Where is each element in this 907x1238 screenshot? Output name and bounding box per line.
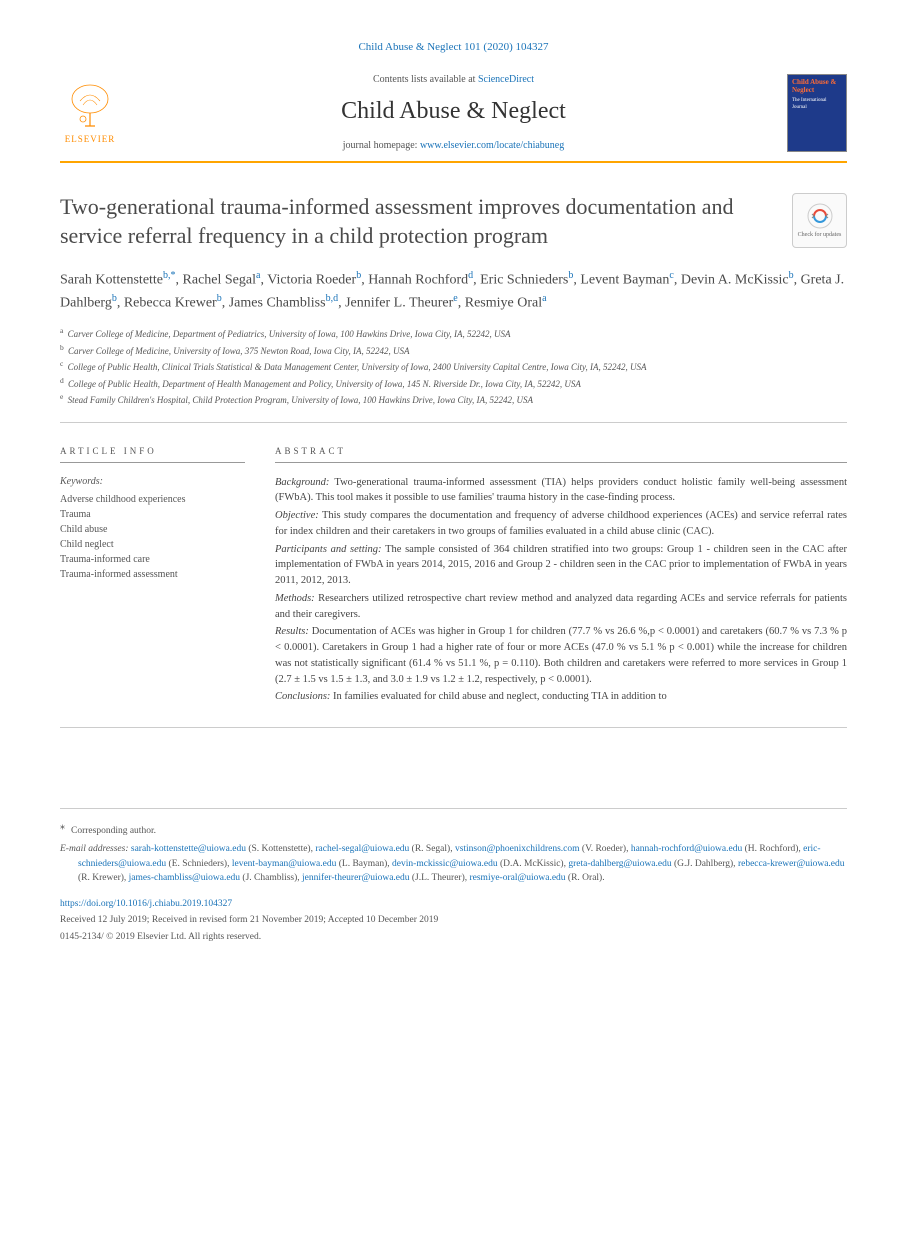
abstract-column: ABSTRACT Background: Two-generational tr… [275,445,847,707]
citation-line: Child Abuse & Neglect 101 (2020) 104327 [60,40,847,55]
homepage-link[interactable]: www.elsevier.com/locate/chiabuneg [420,140,564,151]
email-link[interactable]: rebecca-krewer@uiowa.edu [738,859,845,869]
doi-line: https://doi.org/10.1016/j.chiabu.2019.10… [60,897,847,911]
author-list: Sarah Kottenstetteb,*, Rachel Segala, Vi… [60,268,847,313]
journal-cover-thumbnail: Child Abuse & Neglect The International … [787,74,847,152]
email-link[interactable]: devin-mckissic@uiowa.edu [392,859,498,869]
email-link[interactable]: rachel-segal@uiowa.edu [315,844,409,854]
received-line: Received 12 July 2019; Received in revis… [60,913,847,927]
copyright-line: 0145-2134/ © 2019 Elsevier Ltd. All righ… [60,930,847,944]
crossmark-icon [806,202,834,230]
homepage-line: journal homepage: www.elsevier.com/locat… [140,139,767,153]
doi-link[interactable]: https://doi.org/10.1016/j.chiabu.2019.10… [60,899,232,909]
abstract-body: Background: Two-generational trauma-info… [275,475,847,706]
check-updates-badge[interactable]: Check for updates [792,193,847,248]
cover-subtitle: The International Journal [792,97,842,111]
contents-line: Contents lists available at ScienceDirec… [140,73,767,87]
footer-block: ⁎ Corresponding author. E-mail addresses:… [60,808,847,944]
elsevier-label: ELSEVIER [65,133,116,146]
elsevier-tree-icon [65,81,115,131]
email-link[interactable]: greta-dahlberg@uiowa.edu [568,859,671,869]
email-link[interactable]: hannah-rochford@uiowa.edu [631,844,742,854]
email-link[interactable]: levent-bayman@uiowa.edu [232,859,337,869]
journal-name: Child Abuse & Neglect [140,95,767,129]
title-text: Two-generational trauma-informed assessm… [60,194,734,248]
article-title: Two-generational trauma-informed assessm… [60,193,847,250]
email-link[interactable]: jennifer-theurer@uiowa.edu [302,873,409,883]
check-updates-label: Check for updates [798,232,842,240]
article-info-heading: ARTICLE INFO [60,445,245,458]
email-link[interactable]: james-chambliss@uiowa.edu [129,873,240,883]
email-link[interactable]: resmiye-oral@uiowa.edu [469,873,565,883]
elsevier-logo: ELSEVIER [60,78,120,148]
keywords-list: Adverse childhood experiencesTraumaChild… [60,492,245,582]
homepage-prefix: journal homepage: [343,140,420,151]
email-link[interactable]: vstinson@phoenixchildrens.com [455,844,580,854]
sciencedirect-link[interactable]: ScienceDirect [478,74,534,85]
abstract-rule [275,462,847,463]
email-link[interactable]: sarah-kottenstette@uiowa.edu [131,844,246,854]
corresponding-marker: ⁎ [60,821,65,832]
article-info-rule [60,462,245,463]
keywords-label: Keywords: [60,475,245,489]
email-addresses: E-mail addresses: sarah-kottenstette@uio… [78,842,847,885]
cover-title: Child Abuse & Neglect [792,79,842,94]
info-abstract-row: ARTICLE INFO Keywords: Adverse childhood… [60,431,847,728]
contents-prefix: Contents lists available at [373,74,478,85]
affiliations: a Carver College of Medicine, Department… [60,325,847,423]
corresponding-text: Corresponding author. [71,826,156,836]
corresponding-author: ⁎ Corresponding author. [60,819,847,838]
journal-header: ELSEVIER Contents lists available at Sci… [60,73,847,163]
abstract-heading: ABSTRACT [275,445,847,458]
article-info-column: ARTICLE INFO Keywords: Adverse childhood… [60,445,245,707]
header-center: Contents lists available at ScienceDirec… [120,73,787,153]
